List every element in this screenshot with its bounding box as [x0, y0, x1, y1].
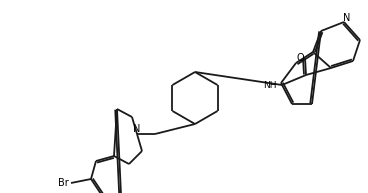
Text: N: N [133, 124, 141, 134]
Text: Br: Br [58, 178, 68, 188]
Text: O: O [296, 53, 304, 63]
Text: N: N [343, 13, 351, 23]
Text: NH: NH [263, 80, 277, 90]
